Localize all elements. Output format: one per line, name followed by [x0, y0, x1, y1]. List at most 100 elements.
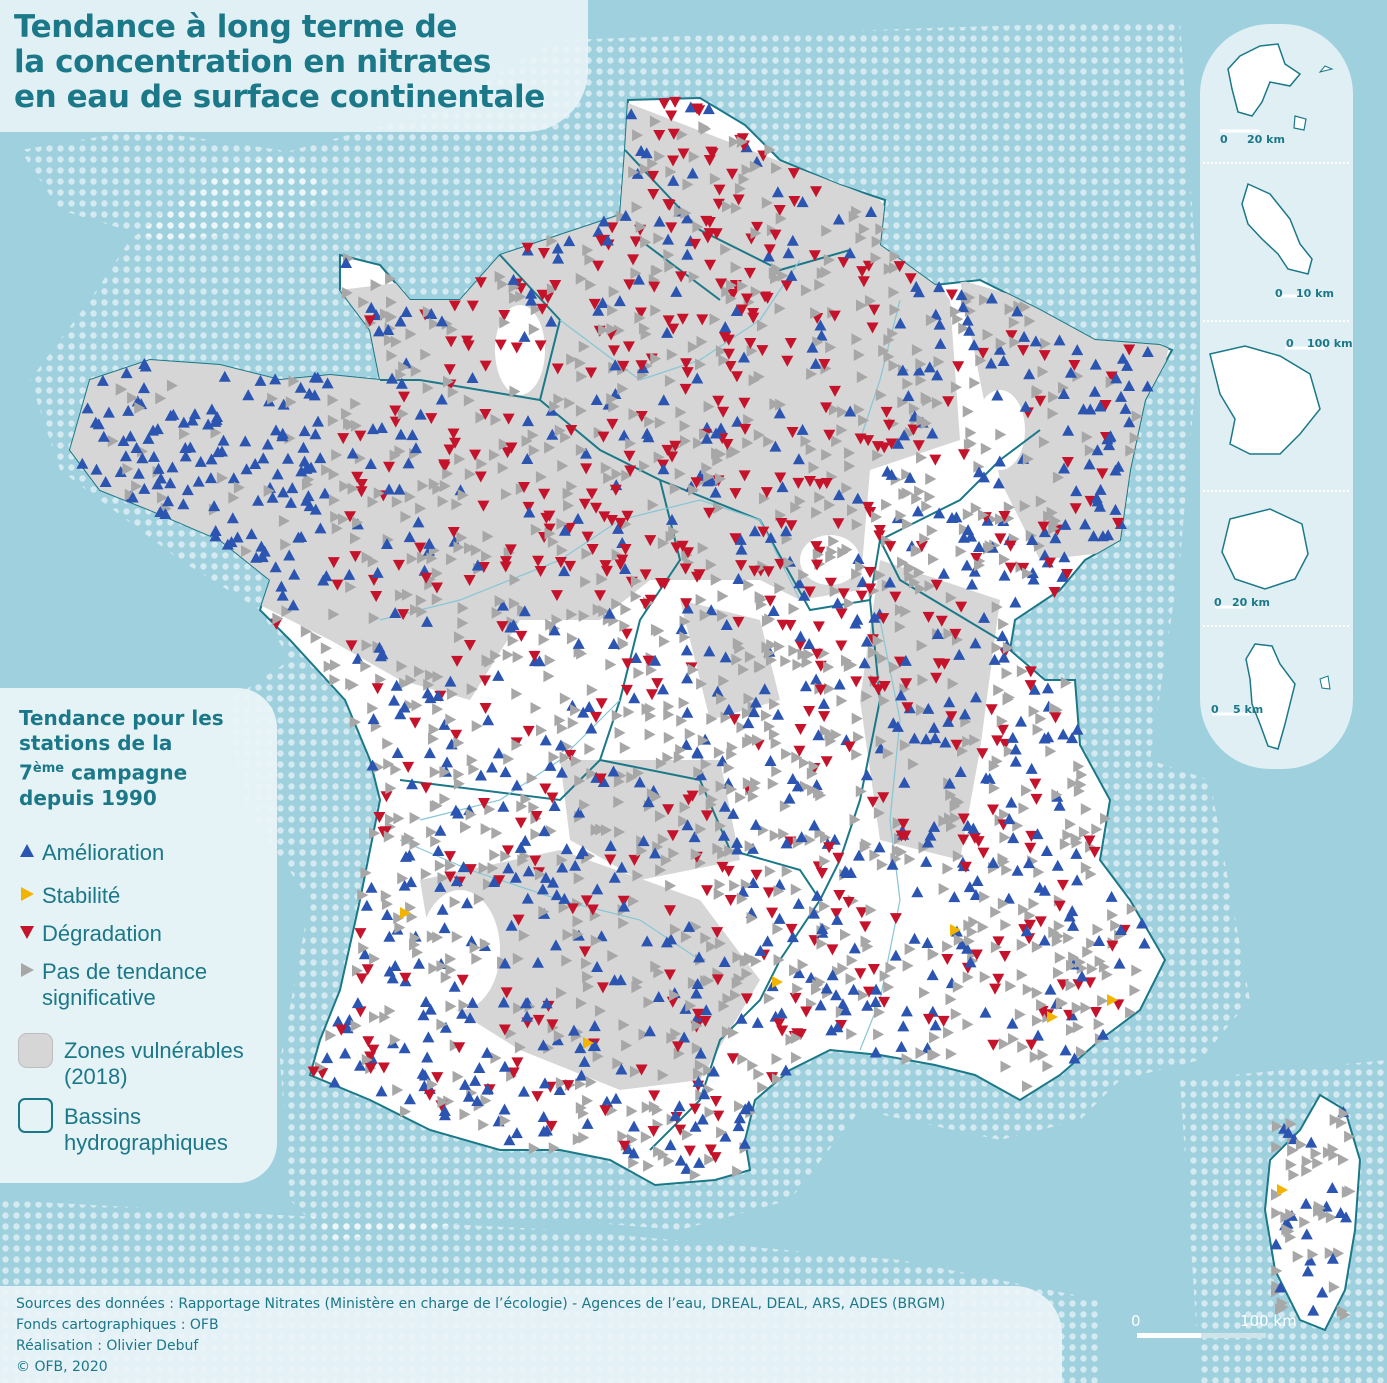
- station-marker: [618, 1140, 631, 1152]
- station-marker: [312, 415, 325, 427]
- legend-label-basins: Bassins hydrographiques: [64, 1104, 228, 1155]
- station-marker: [575, 443, 587, 456]
- station-marker: [90, 463, 103, 475]
- station-marker: [701, 462, 713, 475]
- station-marker: [510, 779, 523, 791]
- station-marker: [1011, 864, 1024, 876]
- station-marker: [383, 333, 395, 346]
- station-marker: [649, 654, 662, 666]
- station-marker: [1141, 345, 1154, 357]
- station-marker: [570, 704, 582, 717]
- station-marker: [964, 304, 976, 317]
- station-marker: [669, 440, 682, 452]
- station-marker: [716, 1126, 728, 1139]
- station-marker: [988, 653, 1001, 665]
- station-marker: [361, 639, 373, 652]
- station-marker: [730, 989, 742, 1002]
- station-marker: [955, 601, 968, 613]
- station-marker: [476, 457, 488, 470]
- station-marker: [401, 588, 413, 601]
- station-marker: [474, 471, 487, 483]
- station-marker: [693, 1156, 706, 1168]
- station-marker: [328, 468, 340, 481]
- station-marker: [543, 523, 556, 535]
- station-marker: [696, 1113, 709, 1125]
- station-marker: [1129, 984, 1141, 997]
- station-marker: [1088, 846, 1101, 858]
- station-marker: [943, 696, 956, 708]
- station-marker: [877, 613, 890, 625]
- station-marker: [686, 790, 699, 802]
- station-marker: [729, 533, 742, 545]
- station-marker: [680, 435, 692, 448]
- station-marker: [658, 98, 671, 110]
- station-marker: [428, 962, 440, 975]
- station-marker: [1006, 731, 1019, 743]
- station-marker: [962, 1018, 974, 1031]
- guadeloupe-inset: [1227, 43, 1334, 131]
- station-marker: [466, 300, 479, 312]
- station-marker: [369, 1011, 381, 1024]
- station-marker: [355, 479, 368, 491]
- station-marker: [216, 472, 228, 485]
- station-marker: [972, 540, 985, 552]
- station-marker: [1300, 1197, 1313, 1209]
- station-marker: [670, 285, 683, 297]
- station-marker: [355, 486, 368, 498]
- station-marker: [130, 441, 143, 453]
- station-marker: [303, 387, 316, 399]
- station-marker: [959, 861, 972, 873]
- station-marker: [302, 490, 315, 502]
- station-marker: [740, 293, 753, 305]
- station-marker: [979, 293, 991, 306]
- station-marker: [977, 471, 990, 483]
- station-marker: [839, 865, 852, 877]
- legend-item-degradation: Dégradation: [18, 921, 162, 947]
- station-marker: [1054, 951, 1066, 964]
- station-marker: [750, 285, 762, 298]
- station-marker: [684, 101, 697, 113]
- station-marker: [281, 605, 293, 618]
- station-marker: [866, 322, 879, 334]
- station-marker: [592, 1050, 604, 1063]
- station-marker: [546, 283, 558, 296]
- station-marker: [732, 637, 744, 650]
- station-marker: [673, 1100, 686, 1112]
- reunion-scale-label: 20 km: [1232, 596, 1270, 609]
- station-marker: [530, 523, 542, 536]
- station-marker: [843, 597, 855, 610]
- station-marker: [617, 900, 630, 912]
- station-marker: [992, 477, 1005, 489]
- station-marker: [366, 423, 379, 435]
- station-marker: [1025, 1039, 1038, 1051]
- station-marker: [340, 407, 352, 420]
- station-marker: [1071, 344, 1084, 356]
- station-marker: [1341, 1186, 1353, 1199]
- station-marker: [945, 820, 957, 833]
- station-marker: [469, 1074, 482, 1086]
- station-marker: [903, 563, 915, 576]
- station-marker: [581, 531, 594, 543]
- station-marker: [1024, 842, 1037, 854]
- station-marker: [872, 449, 884, 462]
- station-marker: [627, 1147, 640, 1159]
- station-marker: [1040, 844, 1053, 856]
- station-marker: [938, 882, 950, 895]
- station-marker: [459, 821, 471, 834]
- station-marker: [463, 640, 476, 652]
- station-marker: [691, 746, 704, 758]
- station-marker: [498, 1024, 511, 1036]
- station-marker: [902, 377, 914, 390]
- station-marker: [929, 1019, 942, 1031]
- station-marker: [500, 987, 513, 999]
- station-marker: [674, 467, 686, 480]
- station-marker: [772, 976, 783, 988]
- station-marker: [844, 460, 856, 473]
- station-marker: [556, 544, 568, 557]
- station-marker: [837, 962, 849, 975]
- station-marker: [694, 1059, 706, 1072]
- station-marker: [712, 1110, 725, 1122]
- station-marker: [525, 287, 538, 299]
- station-marker: [780, 837, 793, 849]
- station-marker: [621, 658, 634, 670]
